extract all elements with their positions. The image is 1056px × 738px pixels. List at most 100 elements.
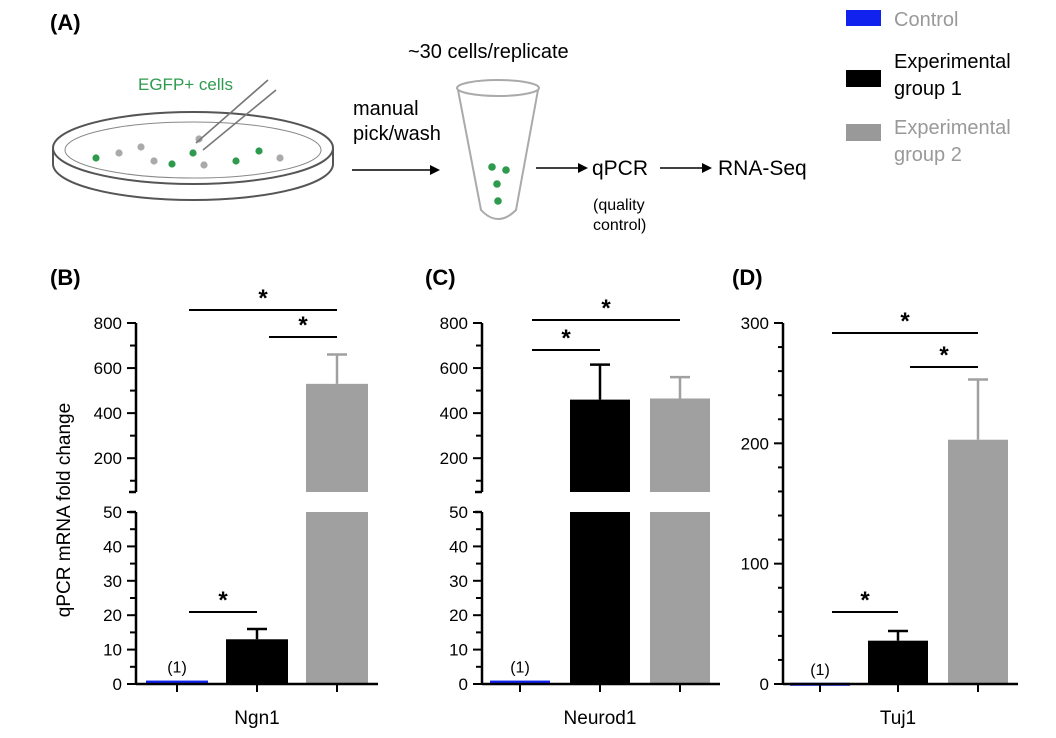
significance-star: * [561,325,571,352]
egfp-cell [494,197,502,205]
legend-label-group1-line2: group 1 [894,78,962,100]
grey-cell [200,161,208,169]
significance-star: * [258,285,268,312]
significance-star: * [218,587,228,614]
y-tick-label: 20 [449,606,468,625]
legend: Control Experimental group 1 Experimenta… [846,9,1011,166]
legend-swatch-group2 [846,124,881,141]
bar [490,680,550,684]
petri-dish-rim [52,111,334,185]
bar-annotation: (1) [167,660,187,677]
chart-d: (1) 0 100 200 300 Tuj1 * * * [741,308,1018,729]
egfp-cell [502,166,510,174]
legend-swatch-group1 [846,70,881,87]
panel-a: (A) EGFP+ cells [50,10,807,234]
bar [570,399,630,492]
bar [306,383,368,492]
petri-dish-wall [52,148,334,201]
significance-star: * [298,312,308,339]
y-tick-label: 300 [741,314,769,333]
y-tick-label: 50 [449,503,468,522]
legend-label-group2-line1: Experimental [894,117,1011,139]
y-tick-label: 30 [449,572,468,591]
y-tick-label: 800 [94,314,122,333]
rnaseq-label: RNA-Seq [718,157,807,180]
cells-per-replicate-label: ~30 cells/replicate [408,41,569,63]
legend-label-control: Control [894,9,958,31]
y-tick-label: 0 [113,675,122,694]
quality-control-line2: control) [593,217,646,234]
y-tick-label: 20 [103,606,122,625]
x-axis-label: Neurod1 [564,708,637,729]
manual-label: manual [353,98,419,120]
legend-label-group2-line2: group 2 [894,144,962,166]
y-tick-label: 200 [741,434,769,453]
significance-star: * [601,295,611,322]
y-tick-label: 400 [440,404,468,423]
dish-cells [92,135,284,169]
y-tick-label: 40 [449,537,468,556]
grey-cell [150,157,158,165]
bar [868,640,928,684]
petri-dish: EGFP+ cells [52,75,334,201]
y-tick-label: 40 [103,537,122,556]
y-tick-label: 10 [449,641,468,660]
grey-cell [276,154,284,162]
y-tick-label: 10 [103,641,122,660]
quality-control-line1: (quality [593,197,645,214]
y-tick-label: 200 [440,449,468,468]
y-tick-label: 0 [760,675,769,694]
legend-swatch-control [846,10,881,26]
grey-cell [137,143,145,151]
micropipette [195,79,277,151]
significance-star: * [860,587,870,614]
bar [570,512,630,684]
tube [456,79,540,220]
y-tick-label: 200 [94,449,122,468]
bar-annotation: (1) [510,660,530,677]
egfp-cell [493,180,501,188]
pick-wash-label: pick/wash [353,123,441,145]
bar [650,512,710,684]
arrow-to-qpcr [536,163,588,173]
legend-label-group1-line1: Experimental [894,51,1011,73]
significance-star: * [900,308,910,335]
x-axis-label: Ngn1 [234,708,279,729]
bar [226,639,288,684]
egfp-cell [488,163,496,171]
chart-c: (1) 0 10 20 30 40 50 200 400 600 800 Neurod1 * * [440,295,720,729]
y-axis-label: qPCR mRNA fold change [54,403,75,617]
bar [146,680,208,684]
bar-annotation: (1) [810,662,830,679]
bar [948,439,1008,684]
qpcr-label: qPCR [592,157,648,180]
egfp-cell [255,147,263,155]
bar [650,398,710,492]
arrow-to-rnaseq [660,163,712,173]
egfp-label: EGFP+ cells [138,75,233,94]
y-tick-label: 600 [94,359,122,378]
chart-b: (1) 0 10 20 30 40 50 200 400 600 800 Ngn1 * * * [94,285,378,729]
significance-star: * [939,342,949,369]
y-tick-label: 800 [440,314,468,333]
panel-label-d: (D) [732,265,763,290]
egfp-cell [92,154,100,162]
panel-label-b: (B) [50,265,81,290]
arrow-manual [352,165,440,175]
y-tick-label: 600 [440,359,468,378]
y-tick-label: 100 [741,555,769,574]
panel-label-a: (A) [50,10,81,35]
bar [306,512,368,684]
y-tick-label: 0 [459,675,468,694]
egfp-cell [232,157,240,165]
y-tick-label: 400 [94,404,122,423]
egfp-cell [168,160,176,168]
grey-cell [115,149,123,157]
egfp-cell [189,149,197,157]
panel-label-c: (C) [425,265,456,290]
y-tick-label: 50 [103,503,122,522]
x-axis-label: Tuj1 [880,708,916,729]
petri-dish-inner [64,121,322,179]
y-tick-label: 30 [103,572,122,591]
